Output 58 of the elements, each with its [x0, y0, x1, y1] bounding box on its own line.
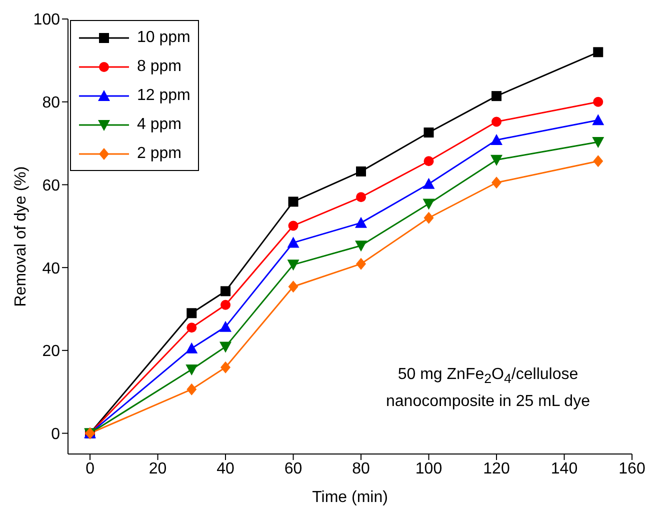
- legend-label: 2 ppm: [137, 144, 182, 162]
- y-tick-label: 20: [42, 343, 60, 360]
- point: [592, 114, 604, 126]
- y-axis-title: Removal of dye (%): [12, 166, 30, 307]
- point: [186, 383, 197, 396]
- legend-label: 8 ppm: [137, 58, 182, 76]
- point: [186, 342, 198, 354]
- point: [356, 192, 366, 202]
- point: [287, 260, 300, 271]
- x-tick-label: 60: [284, 460, 302, 478]
- point: [422, 178, 435, 189]
- point: [186, 308, 197, 318]
- point: [220, 300, 231, 310]
- point: [424, 212, 434, 224]
- legend-label: 12 ppm: [137, 86, 190, 104]
- point: [186, 322, 197, 333]
- x-tick-label: 80: [352, 460, 370, 478]
- point: [593, 47, 604, 58]
- point: [356, 166, 366, 176]
- y-tick-label: 60: [42, 177, 60, 194]
- x-tick-label: 0: [86, 460, 95, 478]
- y-tick-label: 40: [42, 260, 60, 278]
- x-tick-label: 160: [618, 460, 646, 478]
- annotation: 50 mg ZnFe$_{2}$O$_{4}$/cellulose nanocomposite in 25 mL dye: [385, 365, 591, 412]
- point: [288, 280, 298, 293]
- point: [220, 361, 231, 374]
- point: [356, 258, 366, 270]
- y-tick-label: 100: [33, 12, 60, 29]
- y-tick-label: 80: [42, 94, 60, 112]
- point: [288, 196, 298, 207]
- x-tick-label: 100: [415, 460, 442, 478]
- x-tick-label: 40: [216, 460, 235, 478]
- point: [424, 128, 434, 138]
- point: [424, 156, 434, 166]
- legend-label: 10 ppm: [137, 28, 190, 46]
- point: [492, 176, 502, 189]
- point: [492, 91, 502, 102]
- point: [422, 198, 435, 210]
- point: [592, 137, 604, 148]
- point: [287, 236, 300, 248]
- point: [492, 116, 502, 127]
- point: [593, 96, 604, 107]
- point: [220, 286, 231, 296]
- x-tick-label: 20: [148, 460, 167, 478]
- point: [288, 220, 298, 231]
- point: [220, 320, 232, 332]
- point: [220, 342, 232, 353]
- x-axis-title: Time (min): [312, 489, 388, 506]
- x-tick-label: 140: [550, 460, 578, 478]
- y-tick-label: 0: [51, 426, 60, 443]
- point: [355, 240, 368, 252]
- point: [490, 154, 503, 166]
- point: [186, 364, 198, 376]
- legend-label: 4 ppm: [137, 116, 182, 134]
- point: [490, 134, 503, 145]
- point: [593, 155, 604, 168]
- x-tick-label: 120: [483, 460, 510, 478]
- point: [355, 216, 368, 228]
